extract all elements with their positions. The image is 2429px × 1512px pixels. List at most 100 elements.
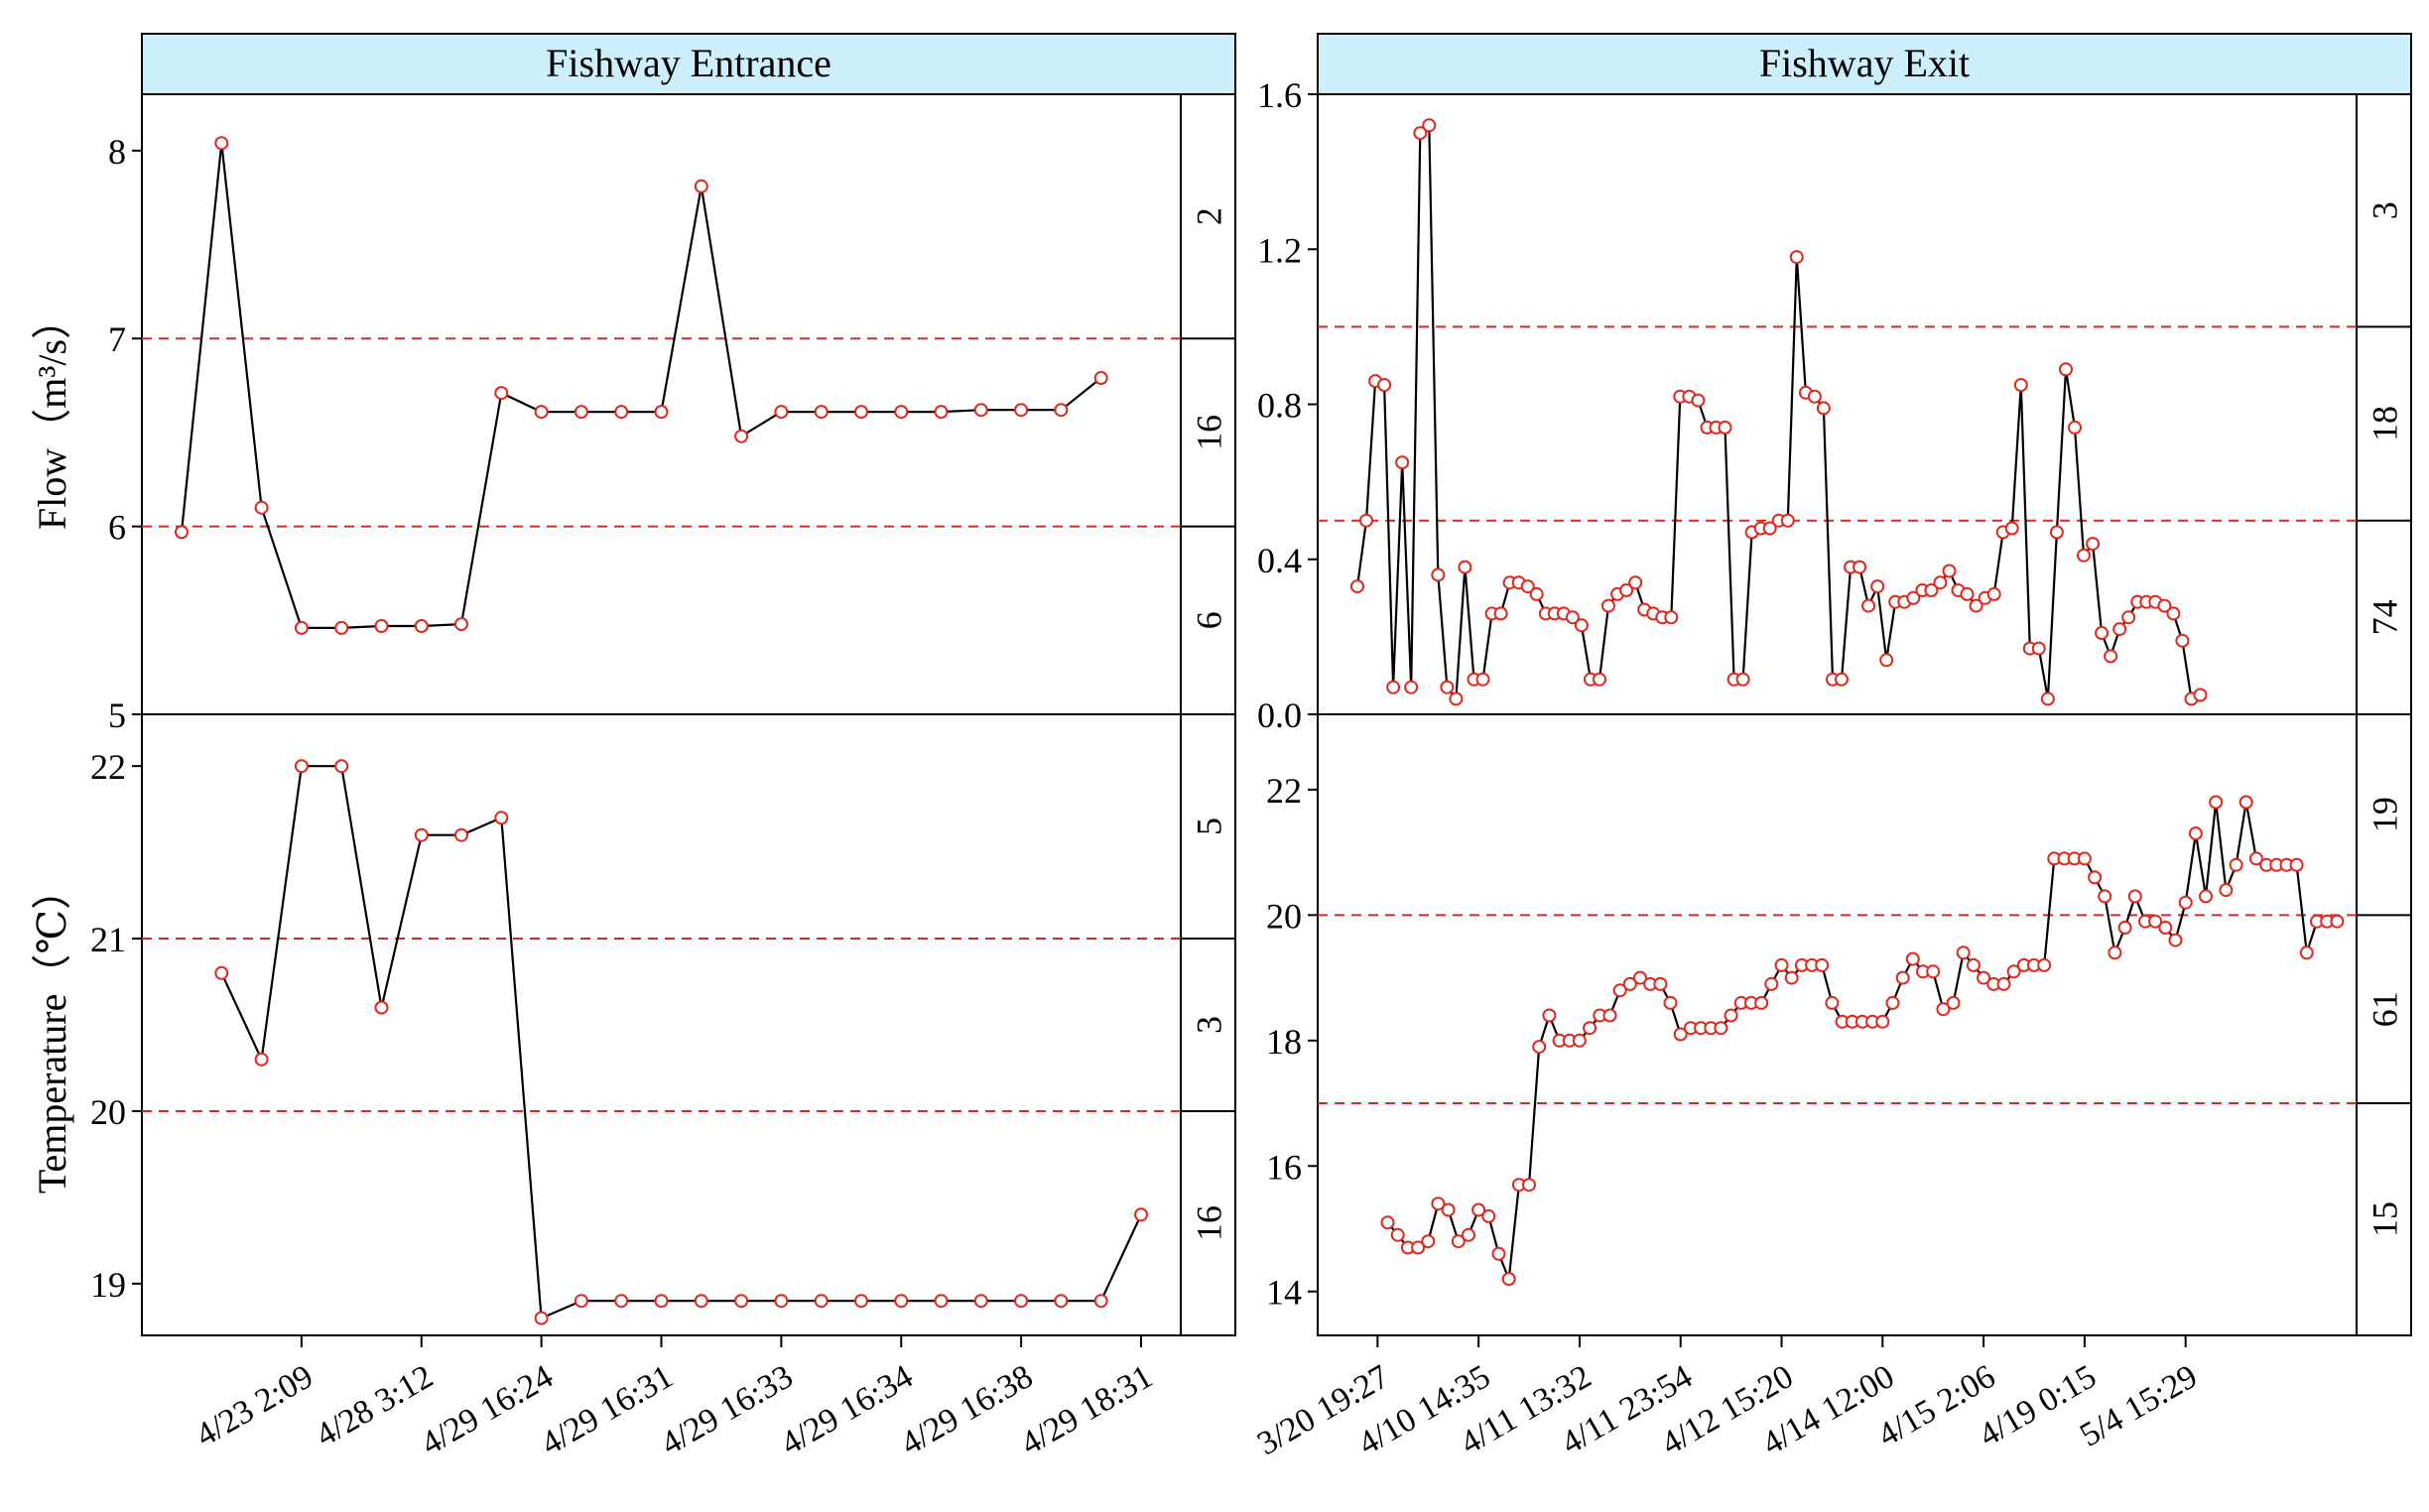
data-point <box>1673 1027 1688 1042</box>
panel-title-exit: Fishway Exit <box>1759 41 1970 85</box>
data-point <box>1583 1021 1598 1036</box>
data-point <box>1572 1033 1587 1048</box>
data-point <box>774 405 789 420</box>
data-point <box>494 811 509 825</box>
data-point <box>294 759 309 774</box>
y-tick-label: 20 <box>1266 896 1302 936</box>
data-point <box>1784 970 1799 985</box>
data-point <box>1714 1021 1728 1036</box>
data-point <box>2077 548 2091 563</box>
data-point <box>2098 889 2112 904</box>
data-point <box>1377 378 1392 392</box>
data-point <box>1885 995 1900 1010</box>
data-point <box>1014 1294 1029 1309</box>
data-point <box>1816 401 1831 416</box>
data-point <box>1542 1008 1557 1023</box>
data-point <box>1431 567 1446 582</box>
data-point <box>1774 957 1789 972</box>
y-tick-label: 0.8 <box>1257 386 1302 426</box>
data-point <box>1691 393 1706 408</box>
series-line <box>1386 801 2338 1281</box>
data-point <box>254 500 269 515</box>
data-point <box>2299 945 2314 960</box>
data-point <box>1501 1272 1516 1287</box>
data-point <box>973 1294 988 1309</box>
data-point <box>1475 672 1490 687</box>
data-point <box>1413 126 1428 141</box>
data-point <box>854 405 868 420</box>
panel-entrance-flow: 2 16 6 5 6 7 8 <box>108 93 1236 735</box>
data-point <box>1390 1227 1405 1242</box>
panel-frame <box>141 713 1236 1336</box>
panel-frame <box>1317 93 2412 715</box>
panel-frame <box>141 93 1236 715</box>
y-axis-label-temperature: Temperature（℃） <box>30 870 74 1194</box>
data-point <box>1441 1202 1456 1217</box>
data-point <box>814 1294 829 1309</box>
data-point <box>1522 1178 1536 1193</box>
data-point <box>1789 250 1804 265</box>
data-point <box>1014 403 1029 418</box>
data-point <box>1764 976 1779 991</box>
data-point <box>654 1294 669 1309</box>
data-point <box>2108 945 2122 960</box>
data-point <box>2088 870 2103 885</box>
data-point <box>1451 1234 1466 1249</box>
y-tick-label: 22 <box>1266 771 1302 811</box>
data-point <box>2086 537 2101 552</box>
data-point <box>1996 976 2011 991</box>
data-point <box>1601 598 1615 613</box>
y-tick-label: 20 <box>90 1092 126 1132</box>
data-point <box>854 1294 868 1309</box>
data-point <box>1926 964 1941 979</box>
data-point <box>1628 575 1643 590</box>
data-point <box>814 405 829 420</box>
data-point <box>2175 633 2190 648</box>
data-point <box>934 1294 949 1309</box>
data-point <box>1359 513 1373 528</box>
data-point <box>1724 1008 1738 1023</box>
data-point <box>2248 851 2263 866</box>
side-band-label: 18 <box>2365 406 2405 441</box>
data-point <box>1663 995 1678 1010</box>
y-tick-label: 0.0 <box>1257 695 1302 735</box>
data-point <box>1395 455 1410 470</box>
data-point <box>1895 970 1910 985</box>
data-point <box>1633 970 1647 985</box>
data-point <box>574 1294 588 1309</box>
data-point <box>2031 641 2046 656</box>
y-tick-label: 6 <box>108 508 126 548</box>
side-band-label: 6 <box>1190 611 1229 629</box>
side-band-label: 16 <box>1190 415 1229 450</box>
side-band-label: 61 <box>2365 991 2405 1027</box>
data-point <box>2229 857 2243 872</box>
data-point <box>1870 579 1885 594</box>
data-point <box>1718 420 1732 435</box>
data-point <box>574 405 588 420</box>
data-point <box>734 429 749 443</box>
x-tick-label: 4/23 2:09 <box>190 1358 320 1454</box>
data-point <box>214 965 229 980</box>
data-point <box>1653 976 1668 991</box>
data-point <box>1619 583 1634 597</box>
y-axis-label-flow: Flow（m³/s） <box>30 300 74 530</box>
data-point <box>214 136 229 151</box>
data-point <box>2004 521 2019 536</box>
data-point <box>1835 672 1849 687</box>
x-tick-label: 4/29 16:33 <box>655 1358 799 1462</box>
data-point <box>1905 951 1920 966</box>
x-tick-label: 4/29 16:31 <box>535 1358 679 1462</box>
data-point <box>1936 1002 1951 1017</box>
data-point <box>454 617 468 632</box>
data-point <box>1762 521 1777 536</box>
data-point <box>414 827 429 842</box>
data-point <box>654 405 669 420</box>
data-point <box>2238 795 2253 810</box>
data-point <box>2037 957 2052 972</box>
data-point <box>614 1294 629 1309</box>
y-tick-label: 5 <box>108 695 126 735</box>
data-point <box>254 1052 269 1067</box>
y-tick-label: 18 <box>1266 1022 1302 1062</box>
